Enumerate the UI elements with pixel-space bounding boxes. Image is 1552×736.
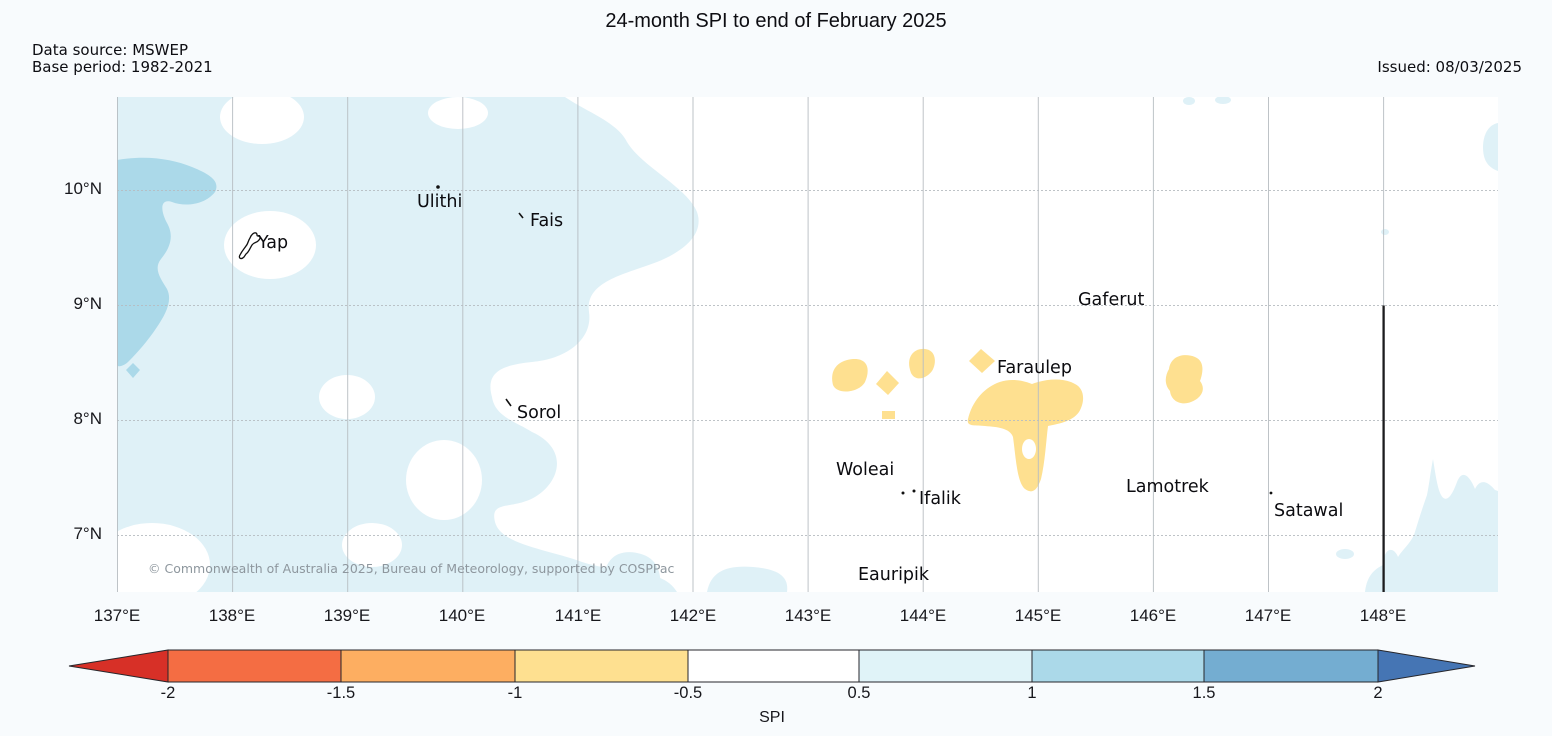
colorbar-tick: -1.5: [326, 684, 356, 702]
colorbar-segment: [340, 649, 516, 683]
colorbar-arrow-wet: [1377, 649, 1476, 683]
spi-map-canvas: [117, 97, 1498, 592]
base-period-label: Base period: 1982-2021: [32, 58, 213, 76]
satawal-marker-dot: [1269, 491, 1273, 495]
island-label-sorol: Sorol: [517, 403, 562, 423]
page-title: 24-month SPI to end of February 2025: [605, 10, 947, 32]
sorol-marker-dot: [505, 398, 512, 407]
x-tick-142e: 142°E: [669, 606, 717, 625]
colorbar-segment: [514, 649, 689, 683]
island-label-ulithi: Ulithi: [417, 192, 463, 212]
colorbar-tick: 1.5: [1192, 684, 1216, 702]
island-label-ifalik: Ifalik: [919, 489, 961, 509]
colorbar-segment: [1203, 649, 1379, 683]
island-markers: [238, 185, 1273, 495]
island-label-faraulep: Faraulep: [997, 358, 1072, 378]
map-dry-patch-hole: [1022, 439, 1036, 459]
colorbar-segment: [858, 649, 1033, 683]
map-metadata: Data source: MSWEP Base period: 1982-202…: [32, 42, 213, 76]
island-label-woleai: Woleai: [836, 460, 895, 480]
x-tick-139e: 139°E: [323, 606, 371, 625]
x-tick-148e: 148°E: [1359, 606, 1407, 625]
island-label-lamotrek: Lamotrek: [1126, 477, 1209, 497]
ulithi-marker-dot: [436, 185, 440, 189]
colorbar-tick: 0.5: [847, 684, 871, 702]
colorbar-tick: 2: [1373, 684, 1383, 702]
map-wet-moderate-region: [117, 157, 217, 378]
x-tick-145e: 145°E: [1014, 606, 1062, 625]
yap-island-outline: [238, 232, 261, 260]
fais-marker-dot: [518, 212, 524, 219]
map-neutral-holes: [117, 97, 488, 592]
y-tick-8n: 8°N: [73, 409, 102, 428]
x-tick-140e: 140°E: [438, 606, 486, 625]
colorbar-segment: [167, 649, 342, 683]
y-tick-9n: 9°N: [73, 294, 102, 313]
y-tick-7n: 7°N: [73, 524, 102, 543]
x-tick-138e: 138°E: [208, 606, 256, 625]
colorbar-tick: -0.5: [673, 684, 703, 702]
x-tick-141e: 141°E: [554, 606, 602, 625]
island-label-satawal: Satawal: [1274, 501, 1344, 521]
colorbar-axis-label: SPI: [759, 709, 785, 726]
x-tick-143e: 143°E: [784, 606, 832, 625]
y-tick-10n: 10°N: [64, 179, 102, 198]
spi-colorbar: [68, 649, 1476, 683]
map-dry-mild-region: [832, 348, 1203, 492]
island-label-fais: Fais: [530, 211, 564, 231]
colorbar-arrow-dry: [68, 649, 169, 683]
colorbar-segment: [687, 649, 860, 683]
x-tick-146e: 146°E: [1129, 606, 1177, 625]
colorbar-segment: [1031, 649, 1205, 683]
island-label-gaferut: Gaferut: [1078, 290, 1145, 310]
island-label-eauripik: Eauripik: [858, 565, 930, 585]
issued-date-label: Issued: 08/03/2025: [1377, 58, 1522, 76]
ifalik-marker-dot: [912, 489, 916, 493]
data-source-label: Data source: MSWEP: [32, 41, 189, 59]
x-tick-137e: 137°E: [93, 606, 141, 625]
x-tick-147e: 147°E: [1244, 606, 1292, 625]
island-label-yap: Yap: [258, 233, 289, 253]
woleai-marker-dot: [901, 491, 905, 495]
x-tick-144e: 144°E: [899, 606, 947, 625]
copyright-notice: © Commonwealth of Australia 2025, Bureau…: [148, 561, 675, 576]
colorbar-tick: 1: [1027, 684, 1037, 702]
map-gridlines-vertical: [117, 97, 1385, 592]
colorbar-tick: -1: [507, 684, 523, 702]
colorbar-tick: -2: [160, 684, 176, 702]
